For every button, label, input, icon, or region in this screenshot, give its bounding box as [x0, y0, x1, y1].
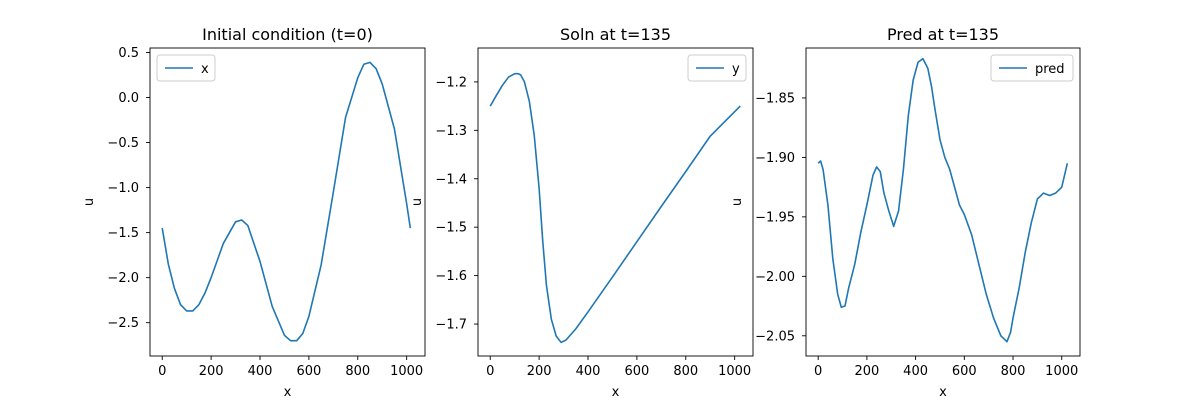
x-tick-label: 400: [576, 364, 601, 379]
legend-box: [990, 54, 1074, 82]
y-tick-label: −2.0: [107, 271, 139, 286]
axes-frame: [149, 47, 426, 357]
y-tick-label: 0.0: [118, 91, 139, 106]
y-tick-label: −1.2: [435, 75, 467, 90]
x-tick-label: 600: [296, 364, 321, 379]
x-tick-label: 0: [486, 364, 494, 379]
y-axis-label: u: [410, 198, 425, 206]
subplot-title: Soln at t=135: [560, 25, 671, 44]
legend-label: y: [732, 62, 740, 77]
subplot-title: Initial condition (t=0): [202, 25, 373, 44]
y-tick-label: −1.95: [755, 210, 795, 225]
x-tick-label: 800: [1001, 364, 1026, 379]
y-tick-label: −2.05: [755, 329, 795, 344]
x-axis-label: x: [612, 385, 620, 400]
y-axis-label: u: [82, 198, 97, 206]
x-tick-label: 200: [854, 364, 879, 379]
x-tick-label: 200: [527, 364, 552, 379]
x-axis-label: x: [284, 385, 292, 400]
x-tick-label: 1000: [718, 364, 751, 379]
x-tick-label: 1000: [390, 364, 423, 379]
x-tick-label: 400: [248, 364, 273, 379]
y-axis-label: u: [730, 198, 745, 206]
legend-label: pred: [1035, 62, 1065, 77]
y-tick-label: −1.4: [435, 172, 467, 187]
x-tick-label: 0: [814, 364, 822, 379]
axes-frame: [477, 47, 754, 357]
y-tick-label: 0.5: [118, 46, 139, 61]
x-tick-label: 600: [952, 364, 977, 379]
x-tick-label: 1000: [1045, 364, 1078, 379]
y-tick-label: −2.00: [755, 270, 795, 285]
subplot-title: Pred at t=135: [887, 25, 999, 44]
y-tick-label: −0.5: [107, 136, 139, 151]
y-tick-label: −1.7: [435, 318, 467, 333]
x-tick-label: 800: [345, 364, 370, 379]
subplot-3: 0 200 400 600 800 1000 −1.85 −1.90 −1.95 −2.00 −2.…: [730, 25, 1081, 400]
series-line-y: [489, 72, 741, 344]
x-tick-label: 600: [624, 364, 649, 379]
y-tick-label: −1.85: [755, 91, 795, 106]
y-tick-label: −1.6: [435, 269, 467, 284]
x-axis-label: x: [939, 385, 947, 400]
x-tick-label: 0: [158, 364, 166, 379]
y-tick-label: −1.0: [107, 181, 139, 196]
series-line-pred: [817, 57, 1069, 343]
y-tick-label: −1.5: [435, 221, 467, 236]
legend: y: [687, 54, 747, 82]
subplot-1: 0 200 400 600 800 1000 0.5 0.0 −0.5 −1.0 −1.5 −2.0 −…: [82, 25, 426, 400]
legend: pred: [990, 54, 1074, 82]
y-tick-label: −1.3: [435, 124, 467, 139]
subplot-2: 0 200 400 600 800 1000 −1.2 −1.3 −1.4 −1.5 −1.6 −1.…: [410, 25, 754, 400]
legend: x: [156, 54, 216, 82]
x-tick-label: 800: [673, 364, 698, 379]
y-tick-label: −1.5: [107, 226, 139, 241]
y-tick-label: −1.90: [755, 151, 795, 166]
x-tick-label: 200: [199, 364, 224, 379]
series-line-x: [161, 61, 412, 342]
axes-frame: [805, 47, 1081, 357]
x-tick-label: 400: [903, 364, 928, 379]
legend-label: x: [201, 62, 209, 77]
y-tick-label: −2.5: [107, 316, 139, 331]
